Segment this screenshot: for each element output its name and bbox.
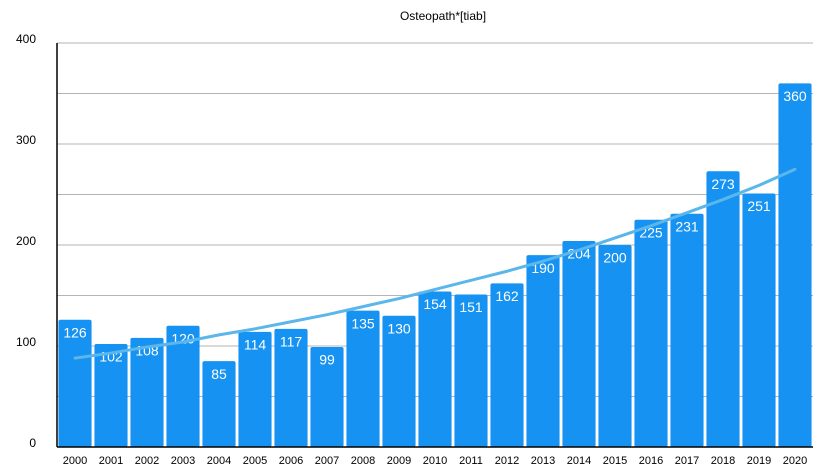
bar <box>670 213 704 447</box>
chart-title: Osteopath*[tiab] <box>400 9 486 23</box>
data-label: 200 <box>603 250 627 266</box>
bar <box>346 310 380 447</box>
bar <box>454 294 488 447</box>
data-label: 99 <box>319 352 335 368</box>
x-tick-label: 2008 <box>351 455 375 467</box>
x-tick-label: 2019 <box>747 455 771 467</box>
x-tick-label: 2002 <box>135 455 159 467</box>
y-tick-label: 0 <box>29 436 36 450</box>
data-label: 360 <box>783 88 807 104</box>
bar <box>238 331 272 447</box>
x-tick-label: 2014 <box>567 455 591 467</box>
data-label: 135 <box>351 315 375 331</box>
data-label: 114 <box>244 337 267 353</box>
data-label: 204 <box>567 246 591 262</box>
x-tick-label: 2013 <box>531 455 555 467</box>
bar <box>706 171 740 447</box>
x-tick-label: 2003 <box>171 455 195 467</box>
data-label: 273 <box>711 176 735 192</box>
y-tick-label: 400 <box>16 32 36 46</box>
x-tick-label: 2005 <box>243 455 267 467</box>
y-tick-label: 200 <box>16 234 36 248</box>
x-tick-label: 2004 <box>207 455 231 467</box>
x-tick-label: 2006 <box>279 455 303 467</box>
bar <box>562 240 596 447</box>
bar <box>202 361 236 447</box>
x-tick-label: 2007 <box>315 455 339 467</box>
bar <box>382 315 416 447</box>
y-tick-label: 300 <box>16 133 36 147</box>
x-tick-label: 2011 <box>459 455 483 467</box>
bar <box>598 245 632 447</box>
data-label: 162 <box>495 288 519 304</box>
data-label: 85 <box>211 366 227 382</box>
bar <box>742 193 776 447</box>
x-tick-label: 2016 <box>639 455 663 467</box>
trendline <box>73 167 797 360</box>
bar <box>166 325 200 447</box>
data-label: 231 <box>675 218 699 234</box>
y-tick-label: 100 <box>16 335 36 349</box>
bar <box>634 219 668 447</box>
bar <box>418 291 452 447</box>
bar <box>130 337 164 447</box>
x-tick-label: 2018 <box>711 455 735 467</box>
bar <box>310 347 344 447</box>
bar <box>490 283 524 447</box>
bar <box>274 328 308 447</box>
data-label: 151 <box>459 299 483 315</box>
data-label: 251 <box>747 198 771 214</box>
bar <box>526 255 560 447</box>
x-tick-label: 2001 <box>99 455 123 467</box>
x-tick-label: 2000 <box>63 455 87 467</box>
data-label: 117 <box>280 334 303 350</box>
bar <box>94 343 128 447</box>
bar <box>778 83 812 448</box>
x-tick-label: 2015 <box>603 455 627 467</box>
data-label: 154 <box>423 296 447 312</box>
x-tick-label: 2009 <box>387 455 411 467</box>
x-tick-label: 2012 <box>495 455 519 467</box>
x-tick-label: 2017 <box>675 455 699 467</box>
x-tick-label: 2020 <box>783 455 807 467</box>
x-tick-label: 2010 <box>423 455 447 467</box>
data-label: 126 <box>63 324 87 340</box>
bar <box>58 319 92 447</box>
data-label: 130 <box>387 320 411 336</box>
